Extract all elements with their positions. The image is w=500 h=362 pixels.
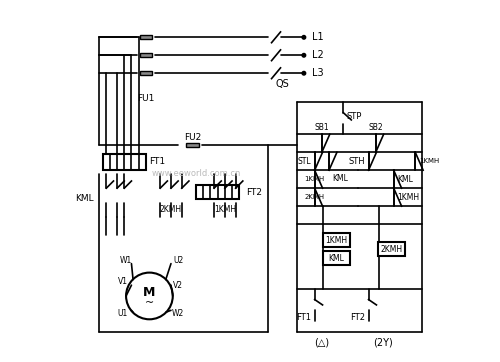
Text: SB1: SB1: [314, 123, 329, 132]
Text: 1KMH: 1KMH: [304, 176, 325, 182]
Circle shape: [302, 71, 306, 75]
Text: 2KMH: 2KMH: [160, 205, 182, 214]
Text: W1: W1: [120, 256, 132, 265]
Text: STL: STL: [298, 157, 311, 166]
Text: SB2: SB2: [368, 123, 383, 132]
Circle shape: [302, 54, 306, 57]
Text: FT2: FT2: [246, 188, 262, 197]
Text: KML: KML: [398, 175, 413, 184]
Text: W2: W2: [172, 310, 184, 319]
Bar: [140, 35, 152, 39]
Bar: [140, 53, 152, 58]
Text: FT2: FT2: [350, 313, 365, 322]
Text: 1KMH: 1KMH: [419, 158, 439, 164]
Bar: [322, 251, 349, 265]
Text: 2KMH: 2KMH: [304, 194, 324, 200]
Text: FT1: FT1: [296, 313, 311, 322]
Text: FU2: FU2: [184, 133, 201, 142]
Bar: [196, 185, 239, 199]
Text: U2: U2: [173, 256, 184, 265]
Text: STH: STH: [348, 157, 365, 166]
Bar: [186, 143, 199, 147]
Text: www.eeworld.com.cn: www.eeworld.com.cn: [152, 169, 241, 178]
Text: L2: L2: [312, 50, 324, 60]
Bar: [140, 71, 152, 75]
Circle shape: [302, 35, 306, 39]
Text: QS: QS: [276, 79, 289, 89]
Text: FU1: FU1: [137, 94, 154, 103]
Text: 1KMH: 1KMH: [325, 236, 347, 245]
Text: KML: KML: [332, 174, 348, 182]
Text: 1KMH: 1KMH: [398, 193, 419, 202]
Text: V1: V1: [118, 277, 128, 286]
Text: U1: U1: [118, 310, 128, 319]
Text: (△): (△): [314, 338, 330, 348]
Text: 1KMH: 1KMH: [214, 205, 236, 214]
Bar: [102, 154, 146, 170]
Bar: [322, 233, 349, 248]
Text: FT1: FT1: [150, 157, 166, 166]
Text: L1: L1: [312, 32, 324, 42]
Text: KML: KML: [328, 254, 344, 263]
Text: M: M: [143, 286, 156, 299]
Text: (2Y): (2Y): [373, 338, 393, 348]
Text: L3: L3: [312, 68, 324, 78]
Text: 2KMH: 2KMH: [381, 245, 403, 254]
Text: ~: ~: [145, 298, 154, 308]
Text: KML: KML: [76, 194, 94, 203]
Text: V2: V2: [173, 281, 183, 290]
Text: STP: STP: [346, 112, 362, 121]
Bar: [378, 242, 406, 256]
